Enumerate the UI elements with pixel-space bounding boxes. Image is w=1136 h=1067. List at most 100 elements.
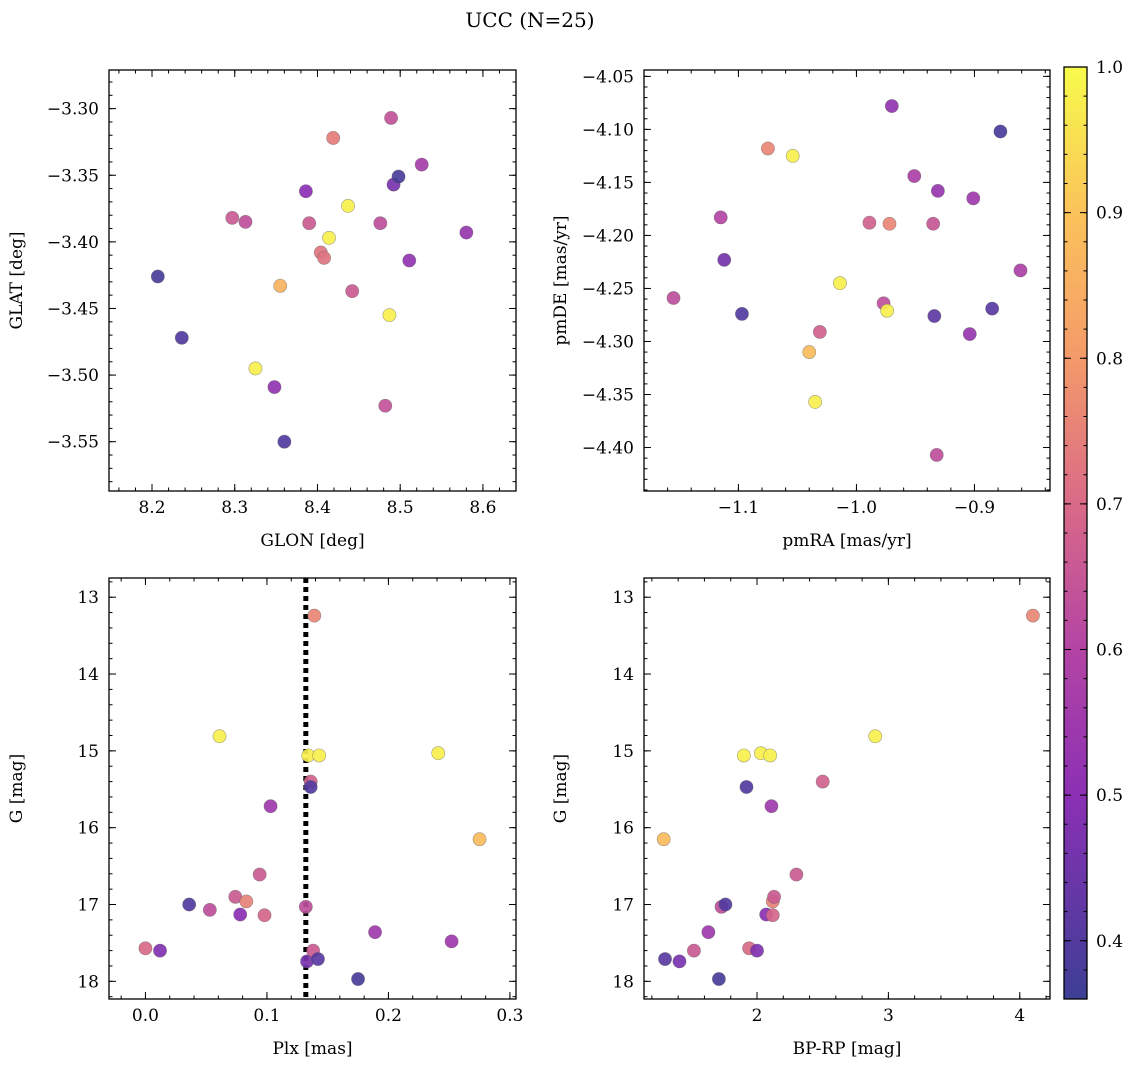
scatter-point xyxy=(717,252,732,267)
scatter-point xyxy=(298,899,313,914)
scatter-point xyxy=(368,925,382,940)
scatter-point xyxy=(459,225,474,240)
scatter-point xyxy=(431,746,446,761)
scatter-point xyxy=(789,867,804,882)
scatter-point xyxy=(884,99,899,113)
scatter-point xyxy=(298,184,313,199)
scatter-point xyxy=(273,278,288,293)
x-tick-label: 4 xyxy=(1014,1006,1025,1026)
scatter-point xyxy=(763,748,778,763)
x-tick-label: −0.9 xyxy=(954,498,995,518)
scatter-point xyxy=(267,380,282,394)
x-axis-label: pmRA [mas/yr] xyxy=(782,531,911,551)
y-tick-label: 15 xyxy=(612,742,634,762)
scatter-point xyxy=(812,325,827,339)
colorbar-gradient xyxy=(1064,67,1087,999)
x-tick-label: 0.2 xyxy=(375,1006,402,1026)
scatter-point xyxy=(802,345,817,359)
scatter-point xyxy=(382,308,397,323)
scatter-point xyxy=(907,169,922,183)
y-tick-label: −4.05 xyxy=(582,67,634,87)
x-axis-label: Plx [mas] xyxy=(272,1039,352,1059)
scatter-point xyxy=(672,954,687,969)
y-tick-label: −3.30 xyxy=(47,100,99,120)
y-tick-label: −3.45 xyxy=(47,299,99,319)
y-tick-label: 17 xyxy=(77,896,99,916)
scatter-point xyxy=(307,608,322,623)
scatter-point xyxy=(351,972,365,986)
x-tick-label: −1.1 xyxy=(718,498,759,518)
scatter-point xyxy=(239,894,254,909)
scatter-point xyxy=(736,748,751,763)
scatter-point xyxy=(238,214,253,229)
scatter-point xyxy=(138,941,153,956)
scatter-point xyxy=(711,972,726,986)
y-tick-label: 13 xyxy=(612,588,634,608)
scatter-points xyxy=(666,99,1028,462)
scatter-point xyxy=(808,395,823,409)
x-axis-label: BP-RP [mag] xyxy=(793,1039,902,1059)
scatter-point xyxy=(833,276,847,291)
y-tick-label: −4.30 xyxy=(582,332,634,352)
x-tick-label: 8.5 xyxy=(387,498,414,518)
scatter-points xyxy=(656,608,1040,986)
colorbar-tick-label: 0.9 xyxy=(1096,204,1123,224)
panel-1: 8.2 8.3 8.4 8.5 8.6 −3.30 −3.35 −3.40 −3.45 −3.50… xyxy=(7,69,517,551)
y-tick-label: −3.35 xyxy=(47,166,99,186)
scatter-point xyxy=(815,774,830,789)
scatter-points xyxy=(138,608,487,986)
scatter-point xyxy=(303,780,318,794)
colorbar-tick-label: 0.8 xyxy=(1096,349,1123,369)
axes-frame xyxy=(643,69,1051,492)
scatter-point xyxy=(257,908,272,923)
scatter-point xyxy=(750,943,764,958)
panel-3: 0.0 0.1 0.2 0.3 13 14 15 16 17 18 Plx [mas] G [mag] xyxy=(7,577,523,1059)
axes-frame xyxy=(643,577,1051,1000)
x-tick-label: 0.1 xyxy=(253,1006,280,1026)
colorbar-frame xyxy=(1063,66,1088,1000)
y-axis-label: pmDE [mas/yr] xyxy=(551,215,571,345)
scatter-point xyxy=(391,169,406,184)
scatter-point xyxy=(765,908,780,923)
figure-title: UCC (N=25) xyxy=(465,8,594,32)
scatter-point xyxy=(701,925,716,940)
axes-frame xyxy=(108,577,517,1000)
x-tick-label: 0.3 xyxy=(496,1006,523,1026)
colorbar-tick-label: 0.4 xyxy=(1096,932,1123,952)
scatter-point xyxy=(962,327,977,341)
scatter-point xyxy=(317,250,331,265)
scatter-point xyxy=(880,303,895,318)
x-axis-label: GLON [deg] xyxy=(260,531,364,551)
y-axis-label: G [mag] xyxy=(551,754,571,823)
scatter-point xyxy=(153,943,167,958)
scatter-point xyxy=(868,729,883,744)
scatter-point xyxy=(345,284,360,299)
scatter-point xyxy=(248,361,263,376)
x-tick-label: 8.2 xyxy=(138,498,165,518)
scatter-point xyxy=(472,832,487,847)
y-tick-label: −4.10 xyxy=(582,120,634,140)
y-tick-label: −3.55 xyxy=(47,433,99,453)
scatter-point xyxy=(263,799,278,814)
scatter-point xyxy=(182,897,197,912)
scatter-point xyxy=(767,889,781,904)
scatter-point xyxy=(658,952,672,966)
scatter-point xyxy=(929,448,944,462)
y-tick-label: 14 xyxy=(77,665,99,685)
scatter-point xyxy=(713,210,728,225)
y-tick-label: 18 xyxy=(612,972,634,992)
scatter-point xyxy=(687,943,701,958)
scatter-point xyxy=(785,148,800,163)
y-tick-label: −4.20 xyxy=(582,226,634,246)
scatter-point xyxy=(656,832,671,847)
y-tick-label: 15 xyxy=(77,742,99,762)
y-tick-label: −4.40 xyxy=(582,439,634,459)
axes-frame xyxy=(108,69,517,492)
colorbar-tick-label: 0.7 xyxy=(1096,495,1123,515)
scatter-point xyxy=(985,301,1000,316)
y-tick-label: −4.25 xyxy=(582,279,634,299)
scatter-point xyxy=(764,799,779,814)
scatter-point xyxy=(341,198,355,213)
x-tick-label: 8.4 xyxy=(304,498,331,518)
scatter-point xyxy=(414,157,429,172)
